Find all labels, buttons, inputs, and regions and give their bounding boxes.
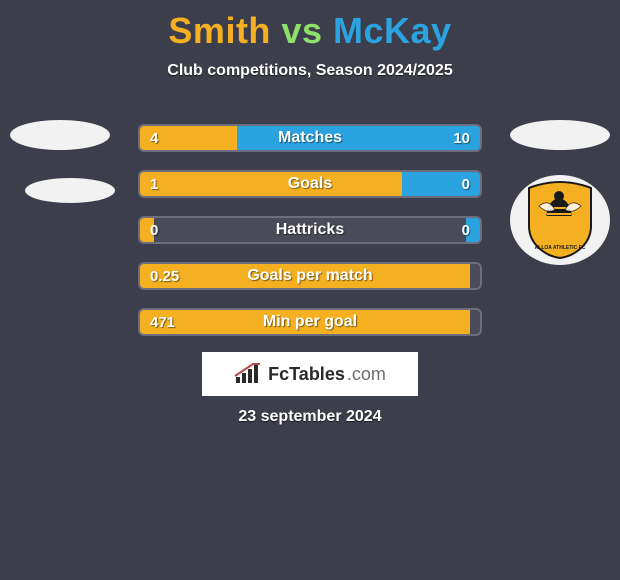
date-stamp: 23 september 2024 [0,408,620,426]
title-player1: Smith [168,10,271,51]
title-vs: vs [281,10,322,51]
brand-tld: .com [347,364,386,385]
bar-stat-label: Min per goal [140,310,480,334]
brand-name: FcTables [268,364,345,385]
stat-bar: 471Min per goal [138,308,482,336]
subtitle: Club competitions, Season 2024/2025 [0,62,620,80]
brand-box: FcTables.com [202,352,418,396]
bar-stat-label: Goals per match [140,264,480,288]
page-title: Smith vs McKay [0,10,620,52]
bar-stat-label: Matches [140,126,480,150]
team-left-badge-placeholder-1 [10,120,110,150]
stat-bars-container: 410Matches 10Goals 00Hattricks 0.25Goals pe… [138,124,482,354]
comparison-infographic: Smith vs McKay Club competitions, Season… [0,0,620,580]
stat-bar: 00Hattricks [138,216,482,244]
bar-stat-label: Hattricks [140,218,480,242]
stat-bar: 10Goals [138,170,482,198]
team-left-badge-placeholder-2 [25,178,115,203]
stat-bar: 410Matches [138,124,482,152]
chart-bars-icon [234,363,262,385]
bar-stat-label: Goals [140,172,480,196]
team-right-badge-alloa: ALLOA ATHLETIC FC [510,175,610,265]
alloa-crest-text: ALLOA ATHLETIC FC [535,245,586,251]
alloa-crest-icon: ALLOA ATHLETIC FC [525,180,595,260]
stat-bar: 0.25Goals per match [138,262,482,290]
team-right-badge-placeholder-1 [510,120,610,150]
title-player2: McKay [333,10,452,51]
